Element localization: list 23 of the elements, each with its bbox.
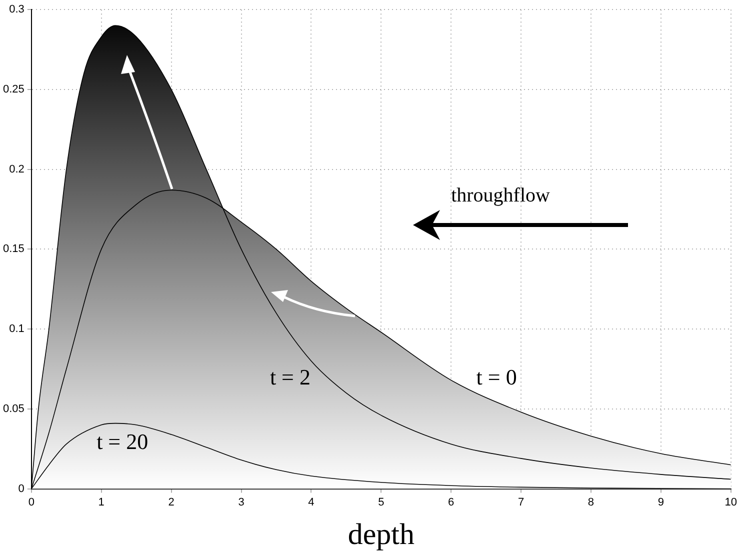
x-tick-label: 9 [658,496,664,508]
x-axis-title: depth [348,518,414,551]
series-label: t = 2 [270,364,310,390]
x-tick-label: 6 [448,496,454,508]
y-tick-label: 0.25 [2,84,24,96]
y-tick-label: 0.2 [9,163,24,176]
x-tick-label: 0 [28,496,34,508]
x-tick-label: 10 [724,496,738,508]
x-tick-label: 2 [168,496,174,508]
annotation: throughflow [451,184,551,207]
x-tick-label: 5 [378,496,384,508]
y-tick-label: 0.05 [2,402,24,415]
y-tick-label: 0.3 [9,4,24,16]
y-tick-label: 0.1 [9,323,24,336]
x-tick-label: 3 [238,496,244,508]
x-tick-label: 8 [588,496,594,508]
x-tick-label: 4 [308,496,314,508]
x-tick-label: 7 [518,496,524,508]
series-label: t = 20 [96,429,148,454]
series-label: t = 0 [476,364,517,390]
y-tick-label: 0.15 [2,243,24,256]
x-tick-label: 1 [98,496,104,508]
y-tick-label: 0 [18,482,24,495]
